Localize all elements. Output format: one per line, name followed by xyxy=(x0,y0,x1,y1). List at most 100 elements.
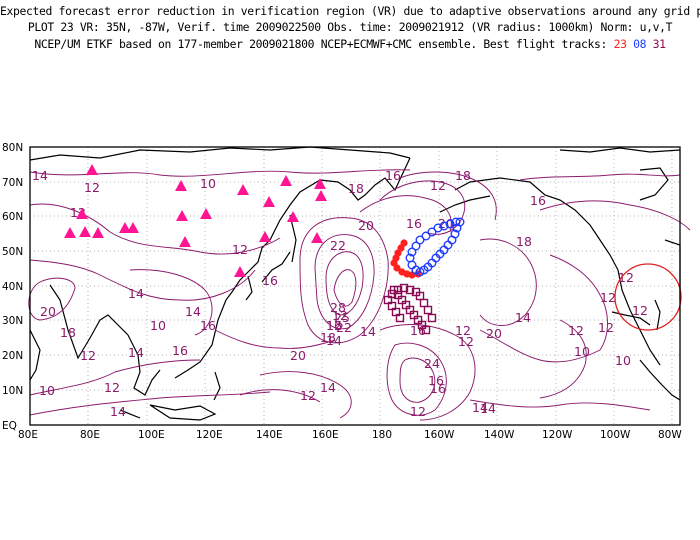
lat-tick-label: 30N xyxy=(2,315,23,327)
contour-label: 22 xyxy=(336,320,352,335)
contour-label: 16 xyxy=(385,168,401,183)
track-point-08 xyxy=(405,253,415,263)
triangle-marker xyxy=(315,190,327,201)
contour-label: 20 xyxy=(290,348,306,363)
contour-label: 12 xyxy=(430,178,446,193)
track-point-31 xyxy=(395,313,405,323)
track-point-08 xyxy=(439,221,449,231)
track-08-label: 08 xyxy=(633,37,647,51)
contour-label: 12 xyxy=(568,323,584,338)
lat-tick-label: 60N xyxy=(2,211,23,223)
triangle-marker xyxy=(237,184,249,195)
contour-label: 14 xyxy=(472,400,488,415)
triangle-marker xyxy=(76,208,88,219)
contour-label: 18 xyxy=(320,330,336,345)
lon-tick-label: 100W xyxy=(600,429,631,441)
contour-label: 14 xyxy=(110,404,126,419)
track-point-08 xyxy=(421,231,431,241)
contour-lines xyxy=(28,169,691,421)
contour-label: 16 xyxy=(326,318,342,333)
contour-label: 12 xyxy=(104,380,120,395)
triangle-marker xyxy=(280,175,292,186)
contour-label: 14 xyxy=(480,401,496,416)
lon-tick-label: 160W xyxy=(424,429,455,441)
lon-tick-label: 80W xyxy=(658,429,682,441)
track-23-label: 23 xyxy=(613,37,627,51)
contour-label: 24 xyxy=(424,356,440,371)
contour-label: 18 xyxy=(348,181,364,196)
contour-label: 10 xyxy=(150,318,166,333)
triangle-marker xyxy=(176,210,188,221)
lon-tick-label: 180 xyxy=(372,429,392,441)
triangle-marker xyxy=(119,222,131,233)
contour-label: 14 xyxy=(360,324,376,339)
contour-label: 25 xyxy=(334,310,350,325)
verification-region-circle xyxy=(614,263,682,331)
track-point-31 xyxy=(419,298,429,308)
triangle-marker xyxy=(200,208,212,219)
track-point-31 xyxy=(427,313,437,323)
contour-label: 14 xyxy=(515,310,531,325)
lon-tick-label: 140W xyxy=(484,429,515,441)
lon-axis-labels: 80E 80E 100E 120E 140E 160E 180 160W 140W 120W 100… xyxy=(18,429,682,441)
lat-tick-label: EQ xyxy=(2,420,17,432)
lon-tick-label: 120E xyxy=(196,429,223,441)
contour-label: 20 xyxy=(40,304,56,319)
track-point-31 xyxy=(399,283,409,293)
lon-tick-label: 80E xyxy=(80,429,100,441)
flight-track-08 xyxy=(405,217,465,277)
contour-label: 18 xyxy=(60,325,76,340)
track-point-08 xyxy=(443,240,453,250)
contour-label: 12 xyxy=(458,334,474,349)
contour-label: 20 xyxy=(358,218,374,233)
contour-label: 12 xyxy=(618,270,634,285)
triangle-marker xyxy=(263,196,275,207)
lon-tick-label: 120W xyxy=(542,429,573,441)
triangle-marker xyxy=(259,231,271,242)
triangle-marker xyxy=(79,226,91,237)
lon-tick-label: 100E xyxy=(138,429,165,441)
contour-label: 12 xyxy=(598,320,614,335)
lat-tick-label: 40N xyxy=(2,281,23,293)
contour-label: 12 xyxy=(600,290,616,305)
lat-tick-label: 50N xyxy=(2,246,23,258)
contour-label: 14 xyxy=(128,345,144,360)
contour-label: 20 xyxy=(486,326,502,341)
contour-label: 16 xyxy=(428,373,444,388)
title-line-1: Expected forecast error reduction in ver… xyxy=(0,4,700,18)
triangle-marker xyxy=(287,211,299,222)
coastlines xyxy=(29,146,681,421)
contour-label: 22 xyxy=(330,238,346,253)
track-point-31 xyxy=(423,305,433,315)
contour-label: 14 xyxy=(320,380,336,395)
lon-tick-label: 160E xyxy=(312,429,339,441)
contour-label: 12 xyxy=(84,180,100,195)
triangle-marker xyxy=(86,164,98,175)
lat-tick-label: 10N xyxy=(2,385,23,397)
lat-tick-label: 80N xyxy=(2,142,23,154)
track-point-08 xyxy=(445,219,455,229)
contour-label: 12 xyxy=(300,388,316,403)
title-line-3-text: NCEP/UM ETKF based on 177-member 2009021… xyxy=(34,37,614,51)
contour-label: 12 xyxy=(232,242,248,257)
track-point-31 xyxy=(405,285,415,295)
triangle-marker xyxy=(127,222,139,233)
contour-label: 14 xyxy=(128,286,144,301)
contour-label: 16 xyxy=(406,216,422,231)
contour-label: 16 xyxy=(262,273,278,288)
track-31-label: 31 xyxy=(652,37,666,51)
lat-tick-label: 70N xyxy=(2,177,23,189)
contour-label: 12 xyxy=(455,323,471,338)
contour-label: 12 xyxy=(332,308,348,323)
contour-label: 16 xyxy=(430,381,446,396)
track-point-08 xyxy=(433,223,443,233)
track-point-08 xyxy=(427,227,437,237)
track-point-08 xyxy=(407,247,417,257)
track-point-31 xyxy=(411,287,421,297)
contour-label: 10 xyxy=(615,353,631,368)
track-point-23 xyxy=(408,271,416,279)
contour-label: 16 xyxy=(200,318,216,333)
track-point-08 xyxy=(411,241,421,251)
contour-label: 14 xyxy=(326,333,342,348)
